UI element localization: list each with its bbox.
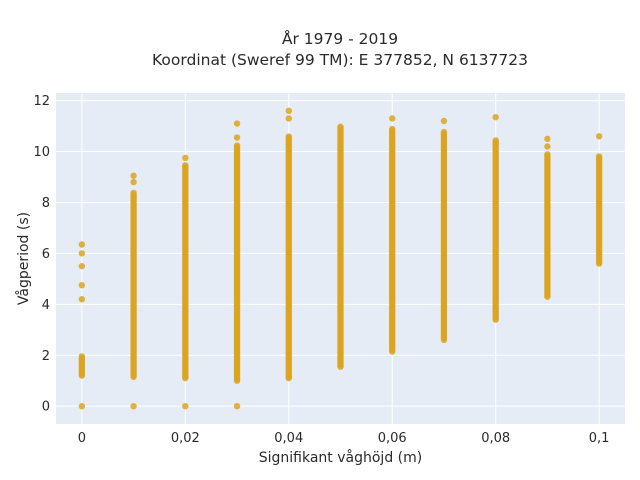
x-tick-label: 0,06 xyxy=(378,431,407,446)
data-point xyxy=(595,133,603,140)
data-point xyxy=(233,134,241,141)
y-tick-label: 10 xyxy=(33,145,50,160)
data-point xyxy=(78,296,86,303)
data-point xyxy=(544,143,551,150)
data-point xyxy=(337,123,344,130)
data-point xyxy=(130,172,137,179)
data-point xyxy=(233,142,241,149)
data-point xyxy=(78,353,86,360)
data-point xyxy=(182,154,189,162)
x-tick-label: 0,1 xyxy=(589,431,610,446)
y-tick-label: 8 xyxy=(42,196,50,211)
data-points xyxy=(78,107,603,410)
data-point xyxy=(233,120,241,127)
data-point xyxy=(78,282,86,289)
x-tick-label: 0,04 xyxy=(274,431,303,446)
data-point xyxy=(182,402,189,410)
data-point xyxy=(544,151,551,158)
chart-title: År 1979 - 2019 xyxy=(281,30,399,48)
data-point xyxy=(440,128,448,136)
data-point xyxy=(389,125,396,133)
x-tick-label: 0,02 xyxy=(171,431,200,446)
data-point xyxy=(492,137,499,144)
data-point xyxy=(492,113,499,121)
data-point xyxy=(285,133,292,140)
data-point xyxy=(78,241,86,248)
data-point xyxy=(78,262,86,270)
y-axis-ticks: 0 2 4 6 8 10 12 xyxy=(33,94,50,415)
x-tick-label: 0 xyxy=(78,431,86,446)
data-point xyxy=(440,117,448,125)
data-point xyxy=(130,178,137,186)
y-tick-label: 0 xyxy=(42,400,50,415)
data-point xyxy=(233,402,241,410)
x-axis-ticks: 0 0,02 0,04 0,06 0,08 0,1 xyxy=(78,431,610,446)
data-point xyxy=(182,162,189,169)
chart-subtitle: Koordinat (Sweref 99 TM): E 377852, N 61… xyxy=(152,51,528,69)
y-tick-label: 12 xyxy=(33,94,50,109)
x-tick-label: 0,08 xyxy=(481,431,510,446)
x-axis-label: Signifikant våghöjd (m) xyxy=(259,449,422,466)
y-tick-label: 2 xyxy=(42,349,50,364)
data-point xyxy=(544,135,551,143)
data-point xyxy=(78,250,86,257)
data-point xyxy=(285,107,292,115)
y-tick-label: 6 xyxy=(42,247,50,262)
data-point xyxy=(595,153,603,160)
data-point xyxy=(285,115,292,122)
y-tick-label: 4 xyxy=(42,298,50,313)
data-point xyxy=(130,189,137,197)
data-point xyxy=(78,402,86,410)
data-point xyxy=(130,402,137,410)
y-axis-label: Vågperiod (s) xyxy=(15,212,32,305)
data-point xyxy=(389,115,396,122)
